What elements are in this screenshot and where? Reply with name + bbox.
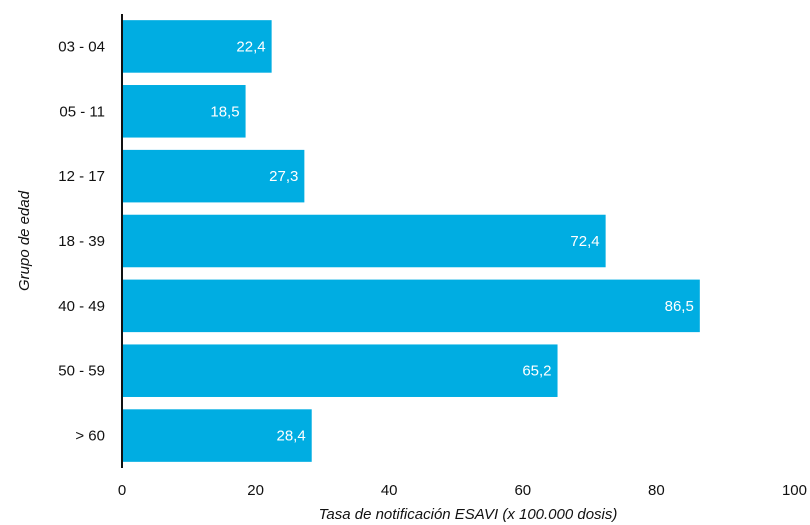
x-tick-label: 100 [782, 482, 807, 499]
bar-5 [122, 344, 558, 397]
bar-value-label: 72,4 [570, 233, 599, 250]
bar-4 [122, 279, 700, 333]
bar-value-label: 22,4 [236, 38, 265, 55]
x-tick-label: 60 [514, 482, 531, 499]
bar-value-label: 27,3 [269, 168, 298, 185]
bar-value-label: 86,5 [665, 298, 694, 315]
category-label: 03 - 04 [58, 38, 105, 55]
bar-value-label: 65,2 [522, 363, 551, 380]
y-axis-title: Grupo de edad [16, 190, 33, 291]
category-label: 12 - 17 [58, 168, 105, 185]
bar-2 [122, 149, 305, 203]
category-labels: 03 - 04 05 - 11 12 - 17 18 - 39 40 - 49 50 - … [58, 38, 105, 444]
x-tick-label: 0 [118, 482, 126, 499]
x-tick-label: 40 [381, 482, 398, 499]
x-tick-label: 80 [648, 482, 665, 499]
category-label: > 60 [75, 428, 105, 445]
category-label: 50 - 59 [58, 363, 105, 380]
x-tick-labels: 0 20 40 60 80 100 [118, 482, 807, 499]
x-axis-title: Tasa de notificación ESAVI (x 100.000 do… [319, 506, 618, 523]
category-label: 05 - 11 [59, 103, 105, 120]
bar-value-label: 18,5 [210, 103, 239, 120]
x-tick-label: 20 [247, 482, 264, 499]
bar-1 [122, 85, 246, 138]
category-label: 40 - 49 [58, 298, 105, 315]
bar-value-label: 28,4 [277, 428, 306, 445]
bar-0 [122, 20, 272, 73]
bars-group: 22,4 18,5 27,3 72,4 86,5 65,2 28,4 [122, 20, 700, 462]
bar-6 [122, 409, 312, 462]
bar-3 [122, 214, 606, 268]
category-label: 18 - 39 [58, 233, 105, 250]
